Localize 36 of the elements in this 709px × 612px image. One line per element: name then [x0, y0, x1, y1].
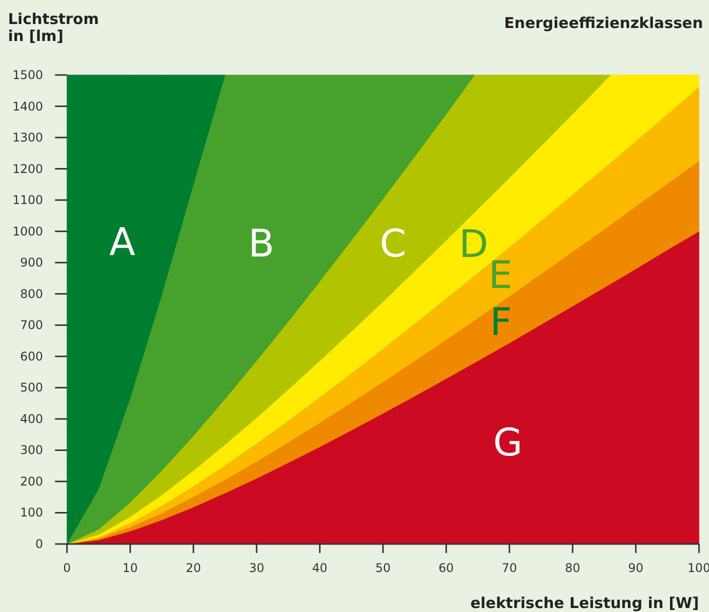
y-tick-label: 800 — [20, 286, 43, 301]
series-label: B — [248, 221, 274, 266]
y-tick-label: 1300 — [12, 130, 43, 145]
y-tick-label: 100 — [20, 506, 43, 520]
y-tick-label: 1000 — [12, 224, 43, 238]
y-tick-label: 900 — [20, 256, 43, 270]
x-tick-label: 80 — [564, 561, 580, 575]
x-tick-label: 0 — [63, 561, 71, 575]
series-label: A — [109, 220, 136, 264]
series-label: G — [493, 420, 523, 465]
y-tick-label: 1200 — [12, 162, 43, 176]
y-tick-label: 0 — [35, 537, 43, 551]
x-tick-label: 70 — [502, 561, 518, 575]
y-tick-label: 200 — [20, 474, 43, 488]
x-axis-title: elektrische Leistung in [W] — [470, 594, 699, 612]
series-label: F — [490, 300, 512, 344]
x-tick-label: 40 — [312, 561, 328, 575]
y-tick-label: 1400 — [12, 99, 43, 114]
y-tick-label: 1100 — [12, 193, 43, 208]
legend-title: Energieeffizienzklassen — [504, 14, 703, 32]
y-axis-title: Lichtstrom in [lm] — [8, 10, 99, 45]
x-tick-label: 90 — [628, 561, 644, 575]
y-tick-label: 700 — [20, 318, 43, 332]
x-tick-label: 20 — [186, 561, 202, 575]
y-tick-label: 600 — [20, 349, 43, 364]
x-tick-label: 10 — [122, 561, 138, 575]
y-tick-label: 1500 — [12, 68, 43, 82]
series-label: C — [380, 222, 406, 266]
y-tick-label: 300 — [20, 443, 43, 458]
y-tick-label: 400 — [20, 412, 43, 426]
series-label: D — [459, 222, 488, 266]
x-tick-label: 30 — [248, 561, 264, 575]
x-tick-label: 60 — [438, 561, 454, 575]
series-label: E — [488, 253, 513, 298]
y-tick-label: 500 — [20, 380, 43, 395]
x-tick-label: 50 — [375, 561, 391, 575]
